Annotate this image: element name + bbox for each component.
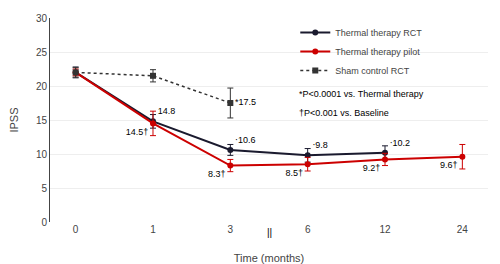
svg-text:†P<0.001 vs. Baseline: †P<0.001 vs. Baseline: [299, 108, 389, 118]
svg-text:*P<0.0001 vs. Thermal therapy: *P<0.0001 vs. Thermal therapy: [299, 89, 424, 99]
svg-text:IPSS: IPSS: [8, 107, 20, 132]
svg-text:‧10.2: ‧10.2: [390, 138, 410, 148]
svg-text:6: 6: [305, 224, 311, 235]
svg-text:Thermal therapy RCT: Thermal therapy RCT: [335, 28, 422, 38]
svg-text:0: 0: [73, 224, 79, 235]
svg-text:1: 1: [150, 224, 156, 235]
svg-text:||: ||: [267, 227, 272, 238]
svg-text:0: 0: [41, 217, 47, 228]
svg-text:15: 15: [36, 115, 48, 126]
svg-text:Time (months): Time (months): [234, 252, 305, 264]
svg-text:25: 25: [36, 47, 48, 58]
svg-text:8.5†: 8.5†: [285, 168, 303, 178]
svg-text:‧10.6: ‧10.6: [235, 135, 255, 145]
svg-text:24: 24: [457, 224, 469, 235]
svg-text:8.3†: 8.3†: [208, 169, 226, 179]
svg-text:Thermal therapy pilot: Thermal therapy pilot: [335, 47, 420, 57]
svg-text:9.2†: 9.2†: [363, 163, 381, 173]
svg-text:12: 12: [379, 224, 391, 235]
svg-text:14.8: 14.8: [158, 106, 176, 116]
svg-text:*17.5: *17.5: [235, 97, 256, 107]
svg-text:Sham control RCT: Sham control RCT: [335, 66, 410, 76]
svg-text:5: 5: [41, 183, 47, 194]
svg-text:10: 10: [36, 149, 48, 160]
svg-text:20: 20: [36, 81, 48, 92]
svg-text:‧9.8: ‧9.8: [312, 140, 327, 150]
svg-text:30: 30: [36, 13, 48, 24]
svg-text:14.5†: 14.5†: [126, 127, 149, 137]
svg-text:3: 3: [228, 224, 234, 235]
svg-text:9.6†: 9.6†: [440, 160, 458, 170]
